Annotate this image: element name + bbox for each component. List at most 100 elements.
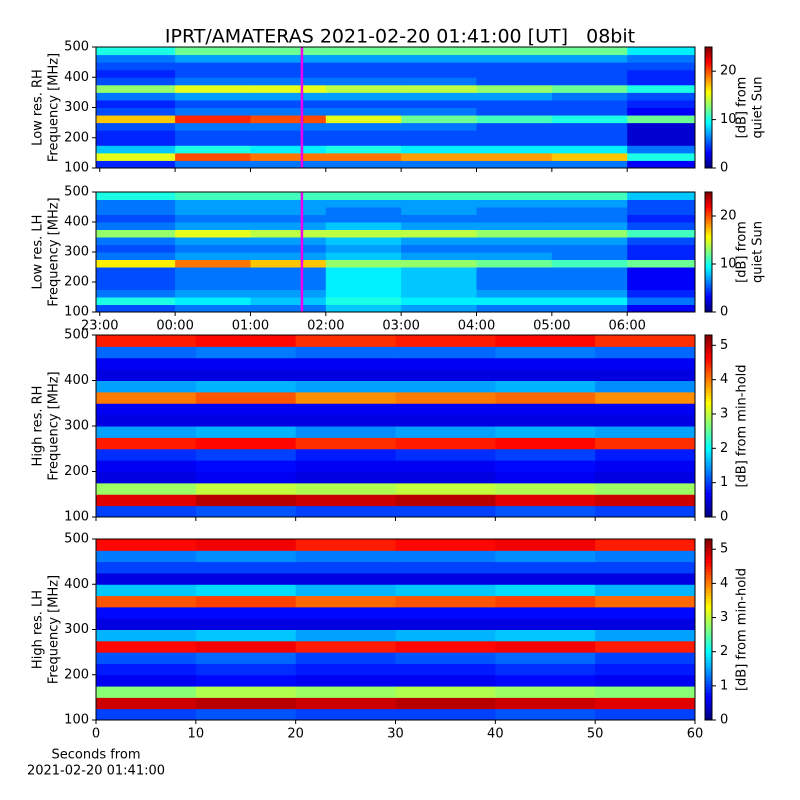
colorbar-segment — [705, 368, 712, 372]
heatmap-cell — [195, 460, 297, 472]
colorbar-segment — [705, 383, 712, 388]
heatmap-cell — [395, 550, 496, 563]
colorbar-segment — [705, 548, 712, 552]
colorbar-segment — [705, 569, 712, 573]
heatmap-cell — [175, 297, 251, 305]
colorbar-segment — [705, 416, 712, 421]
colorbar-segment — [705, 57, 712, 60]
colorbar-segment — [705, 689, 712, 694]
colorbar-segment — [705, 432, 712, 436]
heatmap-cell — [96, 471, 197, 484]
colorbar-segment — [705, 49, 712, 52]
heatmap-cell — [96, 122, 176, 131]
heatmap-cell — [395, 595, 496, 608]
colorbar-segment — [705, 79, 712, 82]
colorbar-segment — [705, 638, 712, 643]
colorbar-segment — [705, 683, 712, 688]
colorbar-segment — [705, 377, 712, 381]
heatmap-cell — [325, 222, 402, 230]
heatmap-cell — [250, 145, 327, 154]
heatmap-cell — [250, 229, 327, 238]
colorbar-segment — [705, 111, 712, 115]
heatmap-cell — [250, 207, 327, 215]
colorbar-segment — [705, 286, 712, 289]
heatmap-cell — [250, 199, 327, 208]
heatmap-cell — [175, 107, 251, 116]
heatmap-cell — [325, 47, 402, 56]
heatmap-cell — [401, 297, 477, 305]
heatmap-cell — [395, 686, 496, 698]
heatmap-cell — [96, 505, 197, 518]
heatmap-cell — [195, 640, 297, 653]
colorbar-segment — [705, 262, 712, 265]
heatmap-cell — [250, 304, 327, 313]
colorbar-tick-label: 20 — [720, 64, 737, 79]
colorbar-segment — [705, 210, 712, 213]
heatmap-cell — [476, 137, 553, 146]
colorbar-segment — [705, 272, 712, 275]
heatmap-cell — [325, 145, 402, 154]
heatmap-cell — [96, 115, 176, 124]
heatmap-cell — [476, 274, 553, 283]
colorbar-segment — [705, 246, 712, 249]
heatmap-cell — [595, 460, 696, 472]
heatmap-cell — [250, 130, 327, 139]
heatmap-cell — [476, 92, 553, 101]
colorbar-tick-label: 10 — [720, 257, 737, 272]
colorbar-segment — [705, 686, 712, 691]
y-tick-label: 500 — [64, 185, 89, 200]
colorbar-segment — [705, 468, 712, 472]
heatmap-cell — [595, 550, 696, 563]
colorbar-segment — [705, 294, 712, 297]
heatmap-cell — [476, 54, 553, 63]
colorbar-segment — [705, 398, 712, 403]
x-tick-label: 05:00 — [533, 319, 570, 334]
colorbar-segment — [705, 216, 712, 219]
heatmap-cell — [96, 494, 197, 507]
colorbar-segment — [705, 483, 712, 488]
heatmap-cell — [495, 572, 596, 585]
heatmap-cell — [96, 426, 197, 438]
colorbar-segment — [705, 692, 712, 697]
colorbar-segment — [705, 91, 712, 94]
colorbar-segment — [705, 256, 712, 259]
heatmap-cell — [175, 62, 251, 71]
heatmap-cell — [595, 539, 696, 551]
heatmap-cell — [325, 244, 402, 253]
colorbar-segment — [705, 71, 712, 74]
heatmap-cell — [250, 107, 327, 116]
colorbar-segment — [705, 139, 712, 143]
heatmap-cell — [96, 572, 197, 585]
heatmap-cell — [96, 369, 197, 381]
colorbar-segment — [705, 298, 712, 301]
y-tick-label: 500 — [64, 40, 89, 55]
colorbar-segment — [705, 371, 712, 375]
heatmap-cell — [96, 335, 197, 347]
heatmap-cell — [295, 505, 396, 518]
colorbar-segment — [705, 165, 712, 169]
heatmap-cell — [551, 192, 628, 200]
heatmap-cell — [175, 259, 251, 268]
heatmap-cell — [195, 494, 297, 507]
colorbar-segment — [705, 662, 712, 667]
colorbar-segment — [705, 435, 712, 439]
heatmap-cell — [175, 252, 251, 260]
heatmap-cell — [325, 267, 402, 275]
heatmap-cell — [495, 403, 596, 416]
heatmap-cell — [395, 708, 496, 721]
x-tick-label: 10 — [188, 727, 205, 742]
heatmap-cell — [627, 237, 696, 245]
colorbar-segment — [705, 611, 712, 615]
heatmap-cell — [495, 494, 596, 507]
heatmap-cell — [250, 47, 327, 56]
heatmap-cell — [395, 437, 496, 450]
colorbar-segment — [705, 644, 712, 649]
heatmap-cell — [96, 561, 197, 574]
colorbar-segment — [705, 575, 712, 579]
colorbar-segment — [705, 127, 712, 131]
heatmap-cell — [250, 214, 327, 223]
y-axis-label: Low res. RH — [31, 69, 46, 146]
colorbar-segment — [705, 359, 712, 363]
colorbar-segment — [705, 617, 712, 621]
heatmap-cell — [96, 550, 197, 563]
